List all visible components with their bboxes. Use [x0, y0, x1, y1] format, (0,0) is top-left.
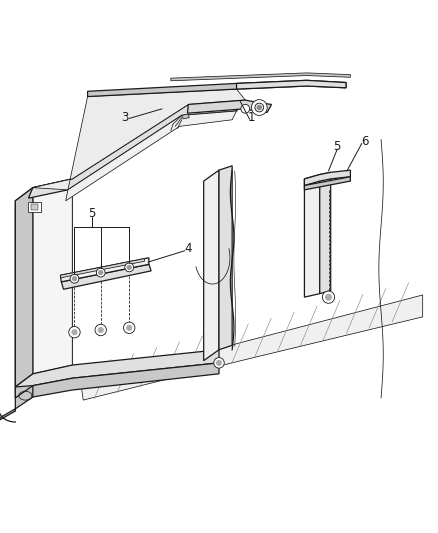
Polygon shape: [237, 80, 346, 89]
Circle shape: [322, 291, 335, 303]
Circle shape: [96, 268, 105, 277]
Text: 6: 6: [360, 135, 368, 148]
Circle shape: [251, 100, 267, 115]
Circle shape: [72, 329, 77, 335]
Polygon shape: [66, 111, 237, 201]
Circle shape: [214, 358, 224, 368]
Polygon shape: [33, 89, 245, 190]
Polygon shape: [60, 259, 145, 278]
Circle shape: [216, 360, 222, 366]
Polygon shape: [171, 73, 350, 81]
Circle shape: [125, 263, 134, 272]
Circle shape: [255, 103, 264, 112]
Polygon shape: [304, 174, 320, 297]
Text: 4: 4: [184, 243, 192, 255]
Text: 1: 1: [248, 111, 256, 124]
Circle shape: [124, 322, 135, 334]
Polygon shape: [0, 386, 33, 420]
Polygon shape: [204, 170, 219, 361]
Polygon shape: [81, 295, 423, 400]
Circle shape: [127, 325, 132, 330]
Polygon shape: [187, 100, 272, 113]
Bar: [28, 202, 41, 212]
Circle shape: [70, 274, 79, 283]
Circle shape: [127, 265, 131, 270]
Polygon shape: [304, 170, 350, 185]
Polygon shape: [320, 172, 331, 294]
Bar: [31, 204, 38, 209]
Polygon shape: [15, 179, 72, 387]
Polygon shape: [304, 177, 350, 190]
Polygon shape: [15, 363, 219, 398]
Text: 5: 5: [334, 140, 341, 152]
Polygon shape: [28, 100, 245, 198]
Circle shape: [95, 324, 106, 336]
Polygon shape: [15, 188, 33, 387]
Circle shape: [325, 294, 332, 300]
Text: 5: 5: [88, 207, 95, 221]
Circle shape: [69, 327, 80, 338]
Circle shape: [241, 104, 250, 113]
Circle shape: [99, 270, 103, 275]
Circle shape: [72, 277, 77, 281]
Polygon shape: [60, 258, 149, 282]
Polygon shape: [61, 264, 151, 289]
Circle shape: [98, 327, 103, 333]
Polygon shape: [182, 114, 189, 119]
Polygon shape: [15, 350, 219, 398]
Polygon shape: [219, 166, 232, 350]
Text: 3: 3: [121, 111, 128, 124]
Polygon shape: [33, 179, 72, 374]
Circle shape: [257, 106, 261, 110]
Polygon shape: [88, 80, 346, 96]
